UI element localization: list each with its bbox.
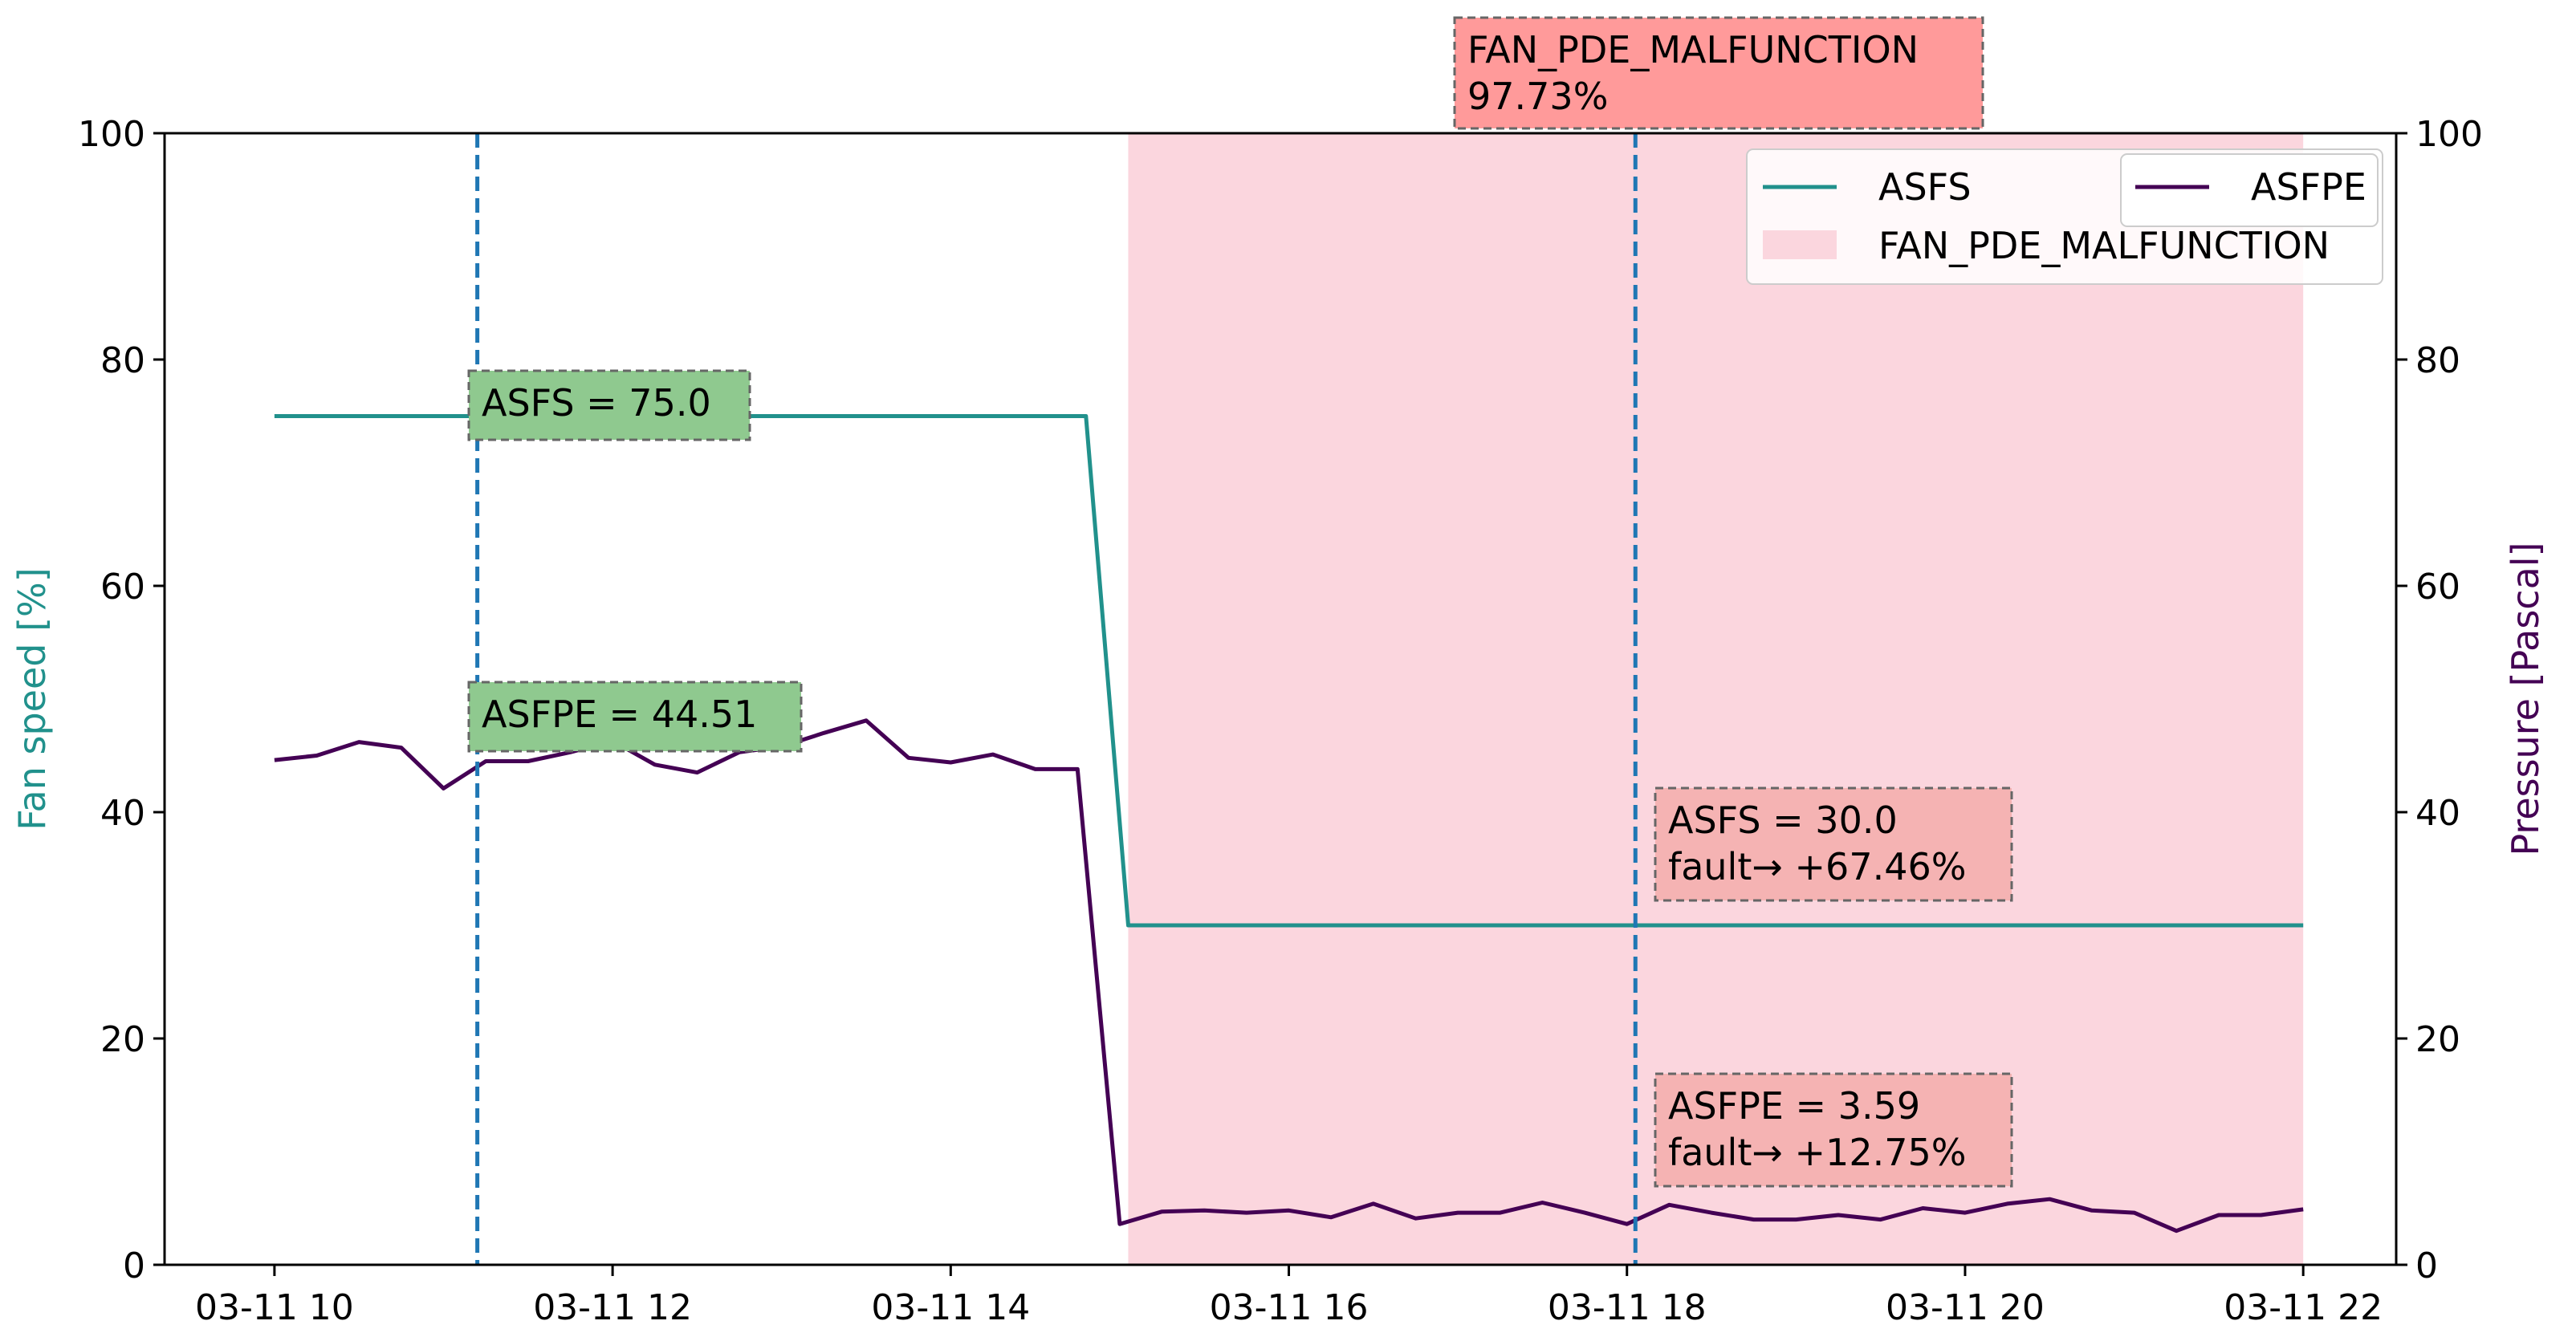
annotation-box-asfs-fault bbox=[1654, 786, 2013, 902]
plot-frame bbox=[163, 132, 2398, 1266]
legend-label-asfs: ASFS bbox=[1878, 165, 1972, 209]
y-right-axis-label: Pressure [Pascal] bbox=[2504, 542, 2547, 856]
y-right-tick-label: 100 bbox=[2415, 114, 2483, 155]
x-tick-label: 03-11 22 bbox=[2224, 1287, 2383, 1328]
y-left-tick-label: 80 bbox=[100, 340, 145, 381]
annotation-text-asfpe-fault: ASFPE = 3.59 bbox=[1668, 1084, 1920, 1128]
annotation-box-asfpe-normal bbox=[467, 681, 803, 753]
legend-box-secondary bbox=[2120, 153, 2379, 227]
y-left-tick-label: 40 bbox=[100, 793, 145, 834]
legend-swatch-fault-region bbox=[1763, 230, 1837, 259]
annotation-box-fault-title bbox=[1453, 16, 1984, 130]
annotation-text-asfs-fault: fault→ +67.46% bbox=[1668, 845, 1966, 888]
y-left-tick-label: 0 bbox=[123, 1246, 145, 1286]
annotation-text-asfpe-normal: ASFPE = 44.51 bbox=[482, 693, 757, 736]
annotation-text-fault-title: FAN_PDE_MALFUNCTION bbox=[1467, 28, 1919, 71]
y-left-tick-label: 60 bbox=[100, 567, 145, 608]
annotation-text-asfs-normal: ASFS = 75.0 bbox=[482, 381, 711, 425]
annotation-box-asfpe-fault bbox=[1654, 1072, 2013, 1188]
y-right-tick-label: 40 bbox=[2415, 793, 2460, 834]
x-tick-label: 03-11 10 bbox=[195, 1287, 354, 1328]
y-right-tick-label: 0 bbox=[2415, 1246, 2438, 1286]
y-left-tick-label: 20 bbox=[100, 1019, 145, 1060]
y-left-axis-label: Fan speed [%] bbox=[10, 567, 54, 830]
legend-label-fault-region: FAN_PDE_MALFUNCTION bbox=[1878, 224, 2330, 267]
annotation-text-fault-title: 97.73% bbox=[1467, 75, 1608, 118]
axes-layer: 03-11 10 03-11 12 03-11 14 03-11 16 03-11 18… bbox=[10, 114, 2547, 1328]
annotation-box-asfs-normal bbox=[467, 369, 751, 441]
x-tick-label: 03-11 14 bbox=[871, 1287, 1030, 1328]
x-tick-label: 03-11 16 bbox=[1210, 1287, 1369, 1328]
legend-label-asfpe: ASFPE bbox=[2251, 165, 2366, 209]
y-right-tick-label: 20 bbox=[2415, 1019, 2460, 1060]
y-right-tick-label: 80 bbox=[2415, 340, 2460, 381]
x-tick-label: 03-11 18 bbox=[1548, 1287, 1707, 1328]
legend: ASFS FAN_PDE_MALFUNCTION ASFPE bbox=[1746, 148, 2383, 285]
annotation-text-asfpe-fault: fault→ +12.75% bbox=[1668, 1131, 1966, 1174]
x-tick-label: 03-11 12 bbox=[533, 1287, 692, 1328]
annotation-text-asfs-fault: ASFS = 30.0 bbox=[1668, 799, 1898, 842]
y-right-tick-label: 60 bbox=[2415, 567, 2460, 608]
y-left-tick-label: 100 bbox=[78, 114, 145, 155]
x-tick-label: 03-11 20 bbox=[1886, 1287, 2045, 1328]
